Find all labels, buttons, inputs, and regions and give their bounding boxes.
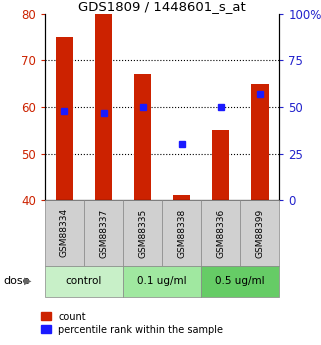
- Bar: [251, 84, 269, 200]
- Text: GSM88335: GSM88335: [138, 208, 147, 257]
- Bar: [134, 74, 152, 200]
- Text: GSM88337: GSM88337: [99, 208, 108, 257]
- Bar: [45, 200, 84, 266]
- Text: GSM88399: GSM88399: [255, 208, 264, 257]
- Bar: [123, 200, 162, 266]
- Bar: [173, 195, 190, 200]
- Text: ▶: ▶: [23, 276, 31, 286]
- Text: 0.5 ug/ml: 0.5 ug/ml: [215, 276, 265, 286]
- Text: GSM88338: GSM88338: [177, 208, 186, 257]
- Bar: [201, 200, 240, 266]
- Legend: count, percentile rank within the sample: count, percentile rank within the sample: [37, 308, 227, 338]
- Text: 0.1 ug/ml: 0.1 ug/ml: [137, 276, 187, 286]
- Text: GSM88336: GSM88336: [216, 208, 225, 257]
- Bar: [84, 200, 123, 266]
- Text: control: control: [66, 276, 102, 286]
- Text: GSM88334: GSM88334: [60, 208, 69, 257]
- Bar: [123, 266, 201, 297]
- Bar: [212, 130, 230, 200]
- Bar: [240, 200, 279, 266]
- Bar: [56, 37, 73, 200]
- Text: dose: dose: [3, 276, 30, 286]
- Bar: [201, 266, 279, 297]
- Bar: [95, 14, 112, 200]
- Bar: [45, 266, 123, 297]
- Bar: [162, 200, 201, 266]
- Title: GDS1809 / 1448601_s_at: GDS1809 / 1448601_s_at: [78, 0, 246, 13]
